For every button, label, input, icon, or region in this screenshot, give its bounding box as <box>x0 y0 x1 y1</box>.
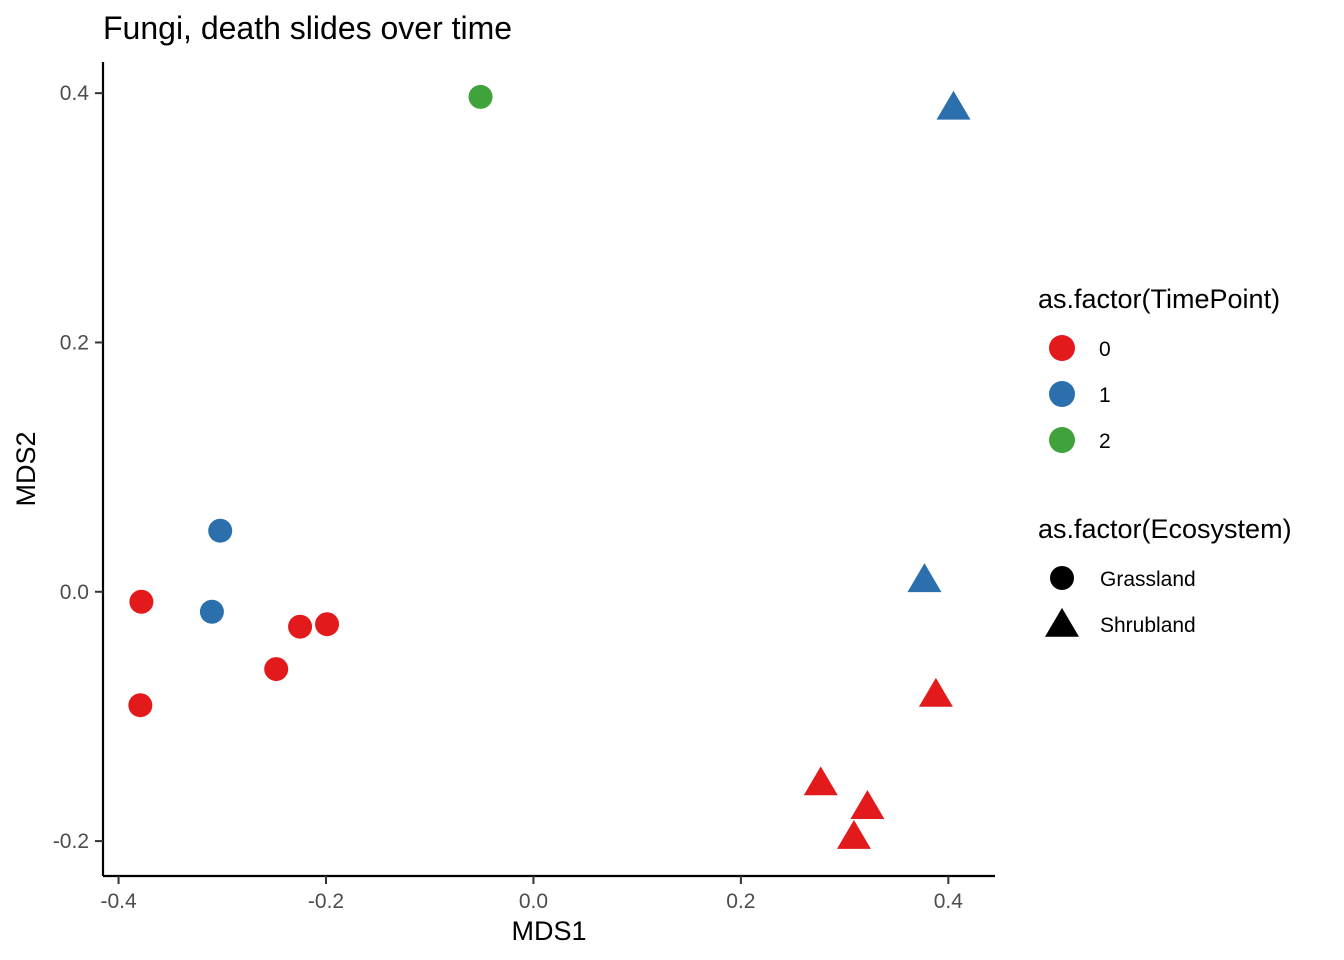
legend-key-triangle <box>1045 607 1079 637</box>
y-tick-label: 0.4 <box>60 82 90 105</box>
legend-key-color <box>1049 381 1075 407</box>
data-point-grassland-t1 <box>208 518 233 543</box>
legend-title: as.factor(TimePoint) <box>1038 284 1280 314</box>
legend: as.factor(TimePoint) 0 1 2 as.factor(Ecosyst… <box>1038 284 1292 637</box>
data-point-shrubland-t1 <box>907 563 942 593</box>
data-point-grassland-t0 <box>264 657 289 682</box>
data-point-grassland-t0 <box>129 589 154 614</box>
y-tick-label: 0.0 <box>60 581 89 604</box>
data-points <box>128 84 971 849</box>
legend-key-color <box>1049 427 1075 453</box>
y-tick-label: -0.2 <box>53 830 89 853</box>
data-point-grassland-t2 <box>468 84 493 109</box>
chart-title: Fungi, death slides over time <box>103 10 512 46</box>
data-point-grassland-t0 <box>288 614 313 639</box>
legend-key-color <box>1049 335 1075 361</box>
legend-item-label: Shrubland <box>1100 614 1196 637</box>
y-axis-title: MDS2 <box>11 431 41 506</box>
legend-item-label: Grassland <box>1100 568 1196 591</box>
data-point-grassland-t0 <box>128 693 153 718</box>
legend-title: as.factor(Ecosystem) <box>1038 514 1292 544</box>
legend-item-label: 1 <box>1099 384 1111 407</box>
data-point-shrubland-t0 <box>803 766 838 796</box>
legend-key-circle <box>1050 566 1074 590</box>
legend-item-label: 2 <box>1099 430 1111 453</box>
data-point-shrubland-t0 <box>836 819 871 849</box>
y-tick-label: 0.2 <box>60 331 89 354</box>
data-point-shrubland-t0 <box>918 677 953 707</box>
legend-item-label: 0 <box>1099 338 1111 361</box>
data-point-shrubland-t0 <box>850 790 885 819</box>
x-tick-label: 0.0 <box>519 890 548 913</box>
x-axis-title: MDS1 <box>511 916 586 946</box>
data-point-grassland-t0 <box>315 612 340 637</box>
x-tick-label: -0.4 <box>100 890 137 913</box>
x-ticks: -0.4 -0.2 0.0 0.2 0.4 <box>100 876 963 913</box>
data-point-shrubland-t1 <box>936 90 971 120</box>
x-tick-label: -0.2 <box>308 890 344 913</box>
x-tick-label: 0.2 <box>726 890 755 913</box>
y-ticks: -0.2 0.0 0.2 0.4 <box>53 82 103 853</box>
axes <box>101 62 995 878</box>
data-point-grassland-t1 <box>199 599 224 624</box>
x-tick-label: 0.4 <box>934 890 964 913</box>
